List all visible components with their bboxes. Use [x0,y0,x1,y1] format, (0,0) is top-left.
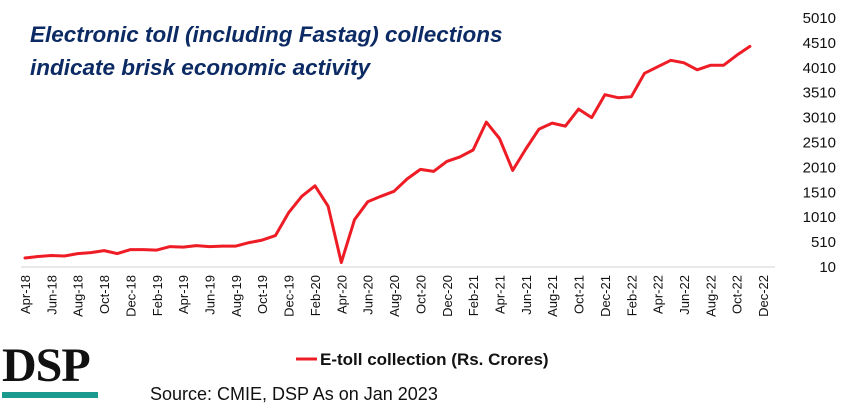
y-tick-label: 10 [819,259,836,276]
y-tick-label: 1010 [803,209,836,226]
x-tick-label: Oct-20 [413,275,428,314]
y-tick-label: 3010 [803,110,836,127]
x-tick-label: Dec-21 [598,275,613,317]
x-tick-label: Oct-22 [730,275,745,314]
logo-underline [2,392,98,398]
logo-text: DSP [2,339,91,392]
x-tick-label: Aug-18 [71,275,86,317]
x-tick-label: Jun-22 [677,275,692,315]
x-tick-label: Feb-22 [624,275,639,316]
x-tick-label: Oct-19 [255,275,270,314]
chart-title-line-1: Electronic toll (including Fastag) colle… [30,22,503,47]
dsp-logo: DSP [2,339,100,398]
x-tick-label: Feb-20 [308,275,323,316]
x-tick-label: Jun-21 [519,275,534,315]
x-tick-label: Dec-18 [123,275,138,317]
x-tick-label: Apr-22 [651,275,666,314]
y-tick-label: 2510 [803,135,836,152]
x-tick-label: Aug-22 [703,275,718,317]
x-tick-label: Oct-21 [572,275,587,314]
x-tick-label: Apr-18 [18,275,33,314]
y-tick-label: 5010 [803,10,836,27]
y-tick-label: 4010 [803,60,836,77]
x-tick-label: Jun-19 [203,275,218,315]
x-tick-label: Jun-20 [361,275,376,315]
x-tick-label: Aug-21 [545,275,560,317]
y-tick-label: 2010 [803,159,836,176]
x-tick-label: Feb-21 [466,275,481,316]
x-tick-label: Feb-19 [150,275,165,316]
x-tick-label: Jun-18 [44,275,59,315]
x-tick-label: Apr-19 [176,275,191,314]
x-tick-label: Aug-19 [229,275,244,317]
y-tick-label: 3510 [803,85,836,102]
x-tick-label: Aug-20 [387,275,402,317]
x-tick-label: Oct-18 [97,275,112,314]
x-tick-label: Apr-21 [492,275,507,314]
y-tick-label: 510 [811,234,836,251]
x-tick-label: Dec-20 [440,275,455,317]
legend-label: E-toll collection (Rs. Crores) [320,350,549,369]
chart-title-line-2: indicate brisk economic activity [30,55,371,80]
chart-title: Electronic toll (including Fastag) colle… [30,18,590,84]
source-note: Source: CMIE, DSP As on Jan 2023 [150,384,438,404]
y-tick-label: 4510 [803,35,836,52]
y-tick-label: 1510 [803,184,836,201]
x-tick-label: Dec-19 [282,275,297,317]
x-tick-label: Dec-22 [756,275,771,317]
series-line [23,44,752,264]
x-tick-label: Apr-20 [334,275,349,314]
